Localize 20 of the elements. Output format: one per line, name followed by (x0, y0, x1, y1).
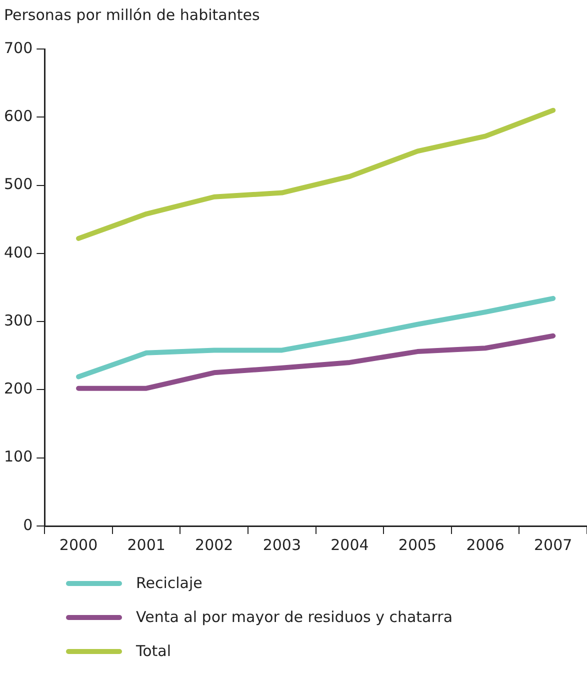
legend-label: Total (136, 642, 172, 660)
legend-label: Reciclaje (136, 574, 202, 592)
x-tick-label: 2006 (466, 536, 504, 554)
x-tick-label: 2002 (195, 536, 234, 554)
y-tick-label: 600 (4, 107, 33, 126)
y-tick-label: 0 (23, 516, 33, 534)
x-tick-label: 2000 (59, 536, 98, 554)
x-tick-label: 2003 (262, 536, 302, 554)
y-tick-label: 300 (4, 311, 33, 330)
y-tick-label: 400 (4, 243, 33, 262)
x-tick-label: 2001 (127, 536, 166, 554)
y-tick-label: 100 (4, 448, 33, 466)
x-tick-label: 2004 (330, 536, 369, 554)
y-tick-label: 700 (4, 38, 33, 57)
y-tick-label: 200 (4, 380, 33, 398)
x-tick-label: 2007 (534, 536, 572, 554)
x-tick-label: 2005 (398, 536, 437, 554)
legend-label: Venta al por mayor de residuos y chatarra (136, 608, 453, 626)
y-tick-label: 500 (4, 175, 33, 194)
y-axis-title: Personas por millón de habitantes (4, 6, 260, 24)
